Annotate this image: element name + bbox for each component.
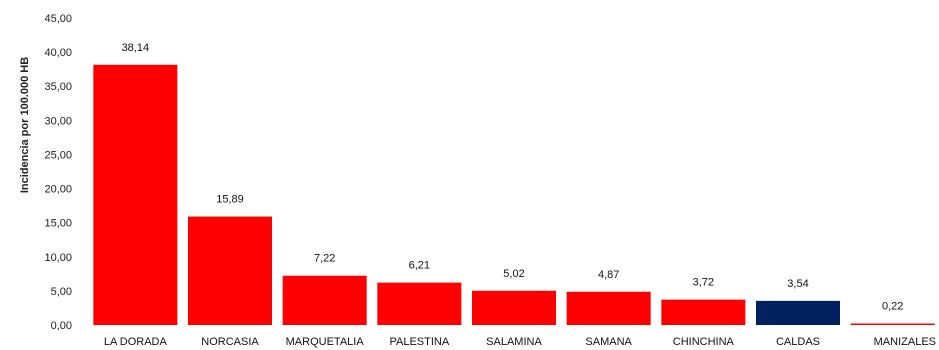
bar xyxy=(93,64,178,325)
bar xyxy=(850,323,935,325)
category-label: CHINCHINA xyxy=(673,336,735,348)
data-label: 6,21 xyxy=(409,260,430,272)
data-label: 4,87 xyxy=(598,269,619,281)
y-tick-label: 15,00 xyxy=(44,218,72,230)
category-label: SALAMINA xyxy=(486,336,542,348)
data-labels: 38,14 15,89 7,22 6,21 5,02 4,87 3,72 3,54 0,22 xyxy=(122,42,904,313)
y-axis-ticks: 0,00 5,00 10,00 15,00 20,00 25,00 30,00 35,00 40… xyxy=(44,13,72,332)
y-tick-label: 45,00 xyxy=(44,13,72,25)
bar xyxy=(377,282,462,325)
y-tick-label: 40,00 xyxy=(44,47,72,59)
y-tick-label: 0,00 xyxy=(51,320,72,332)
bar xyxy=(472,290,556,325)
category-label: LA DORADA xyxy=(104,336,168,348)
bar xyxy=(282,275,367,325)
category-labels: LA DORADA NORCASIA MARQUETALIA PALESTINA SAL… xyxy=(104,336,936,348)
category-label: MARQUETALIA xyxy=(286,336,365,348)
y-tick-label: 10,00 xyxy=(44,252,72,264)
category-label: NORCASIA xyxy=(201,336,259,348)
data-label: 5,02 xyxy=(503,268,524,280)
y-tick-label: 20,00 xyxy=(44,184,72,196)
y-tick-label: 35,00 xyxy=(44,81,72,93)
y-tick-label: 30,00 xyxy=(44,115,72,127)
category-label: PALESTINA xyxy=(389,336,449,348)
y-tick-label: 5,00 xyxy=(51,286,72,298)
data-label: 38,14 xyxy=(122,42,150,54)
bar xyxy=(188,216,272,325)
data-label: 3,72 xyxy=(693,277,714,289)
category-label: CALDAS xyxy=(776,336,820,348)
category-label: MANIZALES xyxy=(874,336,936,348)
bars xyxy=(93,64,935,325)
bar xyxy=(756,300,840,325)
data-label: 7,22 xyxy=(314,253,335,265)
data-label: 3,54 xyxy=(787,278,808,290)
bar xyxy=(566,291,651,325)
bar xyxy=(661,299,746,325)
category-label: SAMANA xyxy=(585,336,632,348)
y-axis-title: Incidencia por 100.000 HB xyxy=(19,57,31,193)
data-label: 15,89 xyxy=(216,194,244,206)
y-tick-label: 25,00 xyxy=(44,149,72,161)
data-label: 0,22 xyxy=(882,300,903,312)
